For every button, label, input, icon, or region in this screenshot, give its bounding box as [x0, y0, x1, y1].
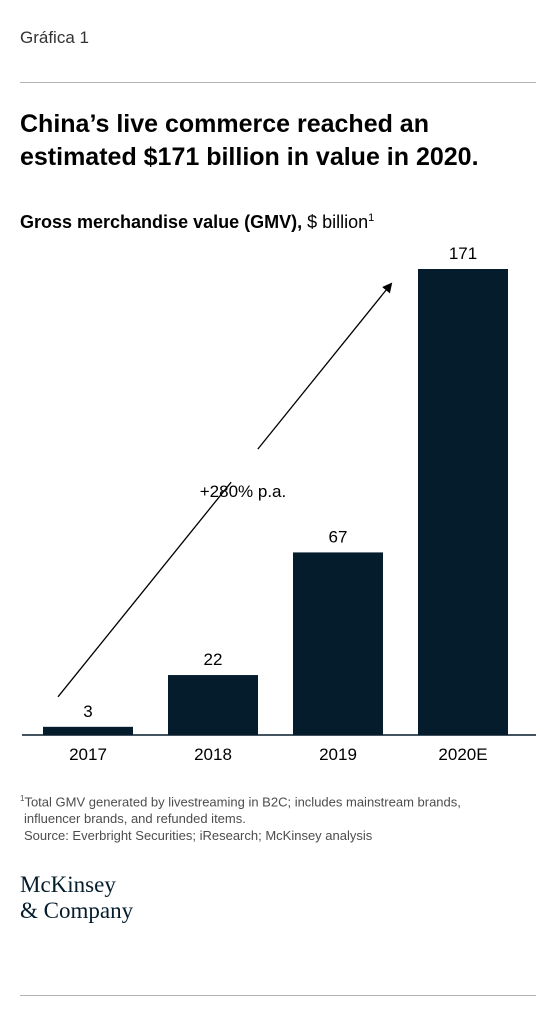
- data-label-2018: 22: [204, 650, 223, 669]
- exhibit-label: Gráfica 1: [20, 28, 89, 47]
- x-tick-label-2019: 2019: [319, 745, 357, 764]
- subtitle-metric: Gross merchandise value (GMV),: [20, 212, 303, 232]
- x-tick-label-2018: 2018: [194, 745, 232, 764]
- bottom-divider: [20, 995, 536, 996]
- x-tick-label-2017: 2017: [69, 745, 107, 764]
- bar-chart: 3 2017 22 2018 67 2019 171 2020E +280% p.a.: [22, 244, 536, 764]
- growth-arrow-upper-segment: [257, 282, 393, 450]
- bar-2017: [43, 726, 133, 735]
- footnote-line-2: influencer brands, and refunded items.: [24, 811, 246, 827]
- source-note: Source: Everbright Securities; iResearch…: [24, 828, 373, 844]
- footnote-mark: 1: [20, 794, 25, 803]
- growth-arrow-lower-segment: [57, 481, 232, 698]
- subtitle-footnote-mark: 1: [368, 212, 375, 224]
- footnotes: 1Total GMV generated by livestreaming in…: [20, 790, 540, 844]
- footnote-line-1: Total GMV generated by livestreaming in …: [24, 794, 461, 810]
- growth-arrow: +280% p.a.: [57, 282, 393, 698]
- x-tick-label-2020E: 2020E: [438, 745, 487, 764]
- bar-2019: [293, 552, 383, 735]
- data-label-2017: 3: [83, 702, 92, 721]
- top-divider: [20, 82, 536, 83]
- bar-2020E: [418, 269, 508, 735]
- chart-title: China’s live commerce reached an estimat…: [20, 110, 479, 171]
- footnote-1: 1Total GMV generated by livestreaming in…: [20, 790, 540, 810]
- data-label-2019: 67: [329, 527, 348, 546]
- mckinsey-logo: McKinsey & Company: [20, 872, 133, 924]
- chart-subtitle: Gross merchandise value (GMV), $ billion…: [20, 212, 374, 233]
- logo-line-2: & Company: [20, 898, 134, 923]
- logo-line-1: McKinsey: [20, 872, 116, 897]
- growth-rate-annotation: +280% p.a.: [200, 482, 287, 501]
- bar-2018: [168, 675, 258, 735]
- data-label-2020E: 171: [449, 244, 477, 263]
- subtitle-unit: $ billion: [302, 212, 369, 232]
